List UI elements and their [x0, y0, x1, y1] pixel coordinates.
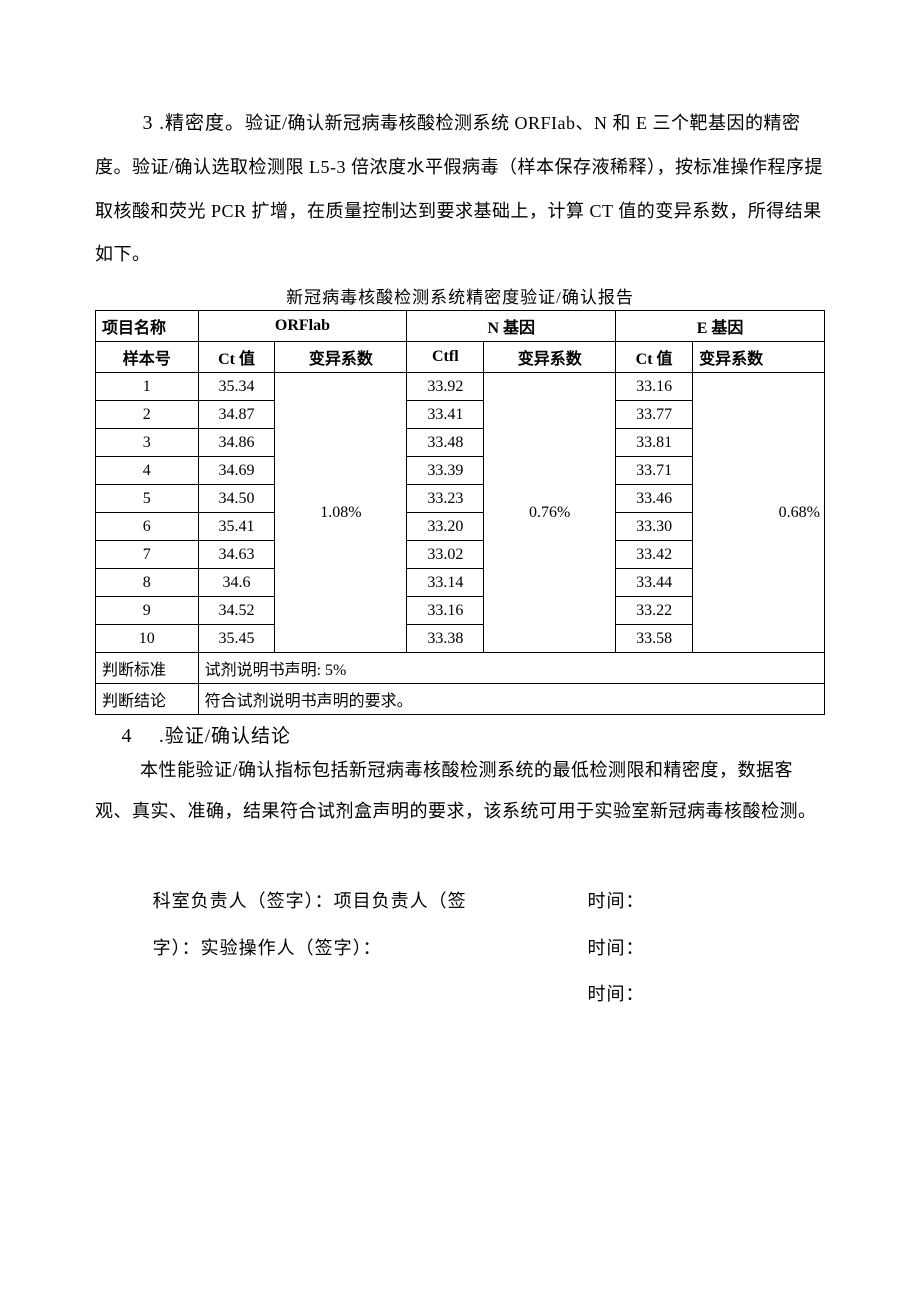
table-header-row-1: 项目名称 ORFlab N 基因 E 基因 [96, 311, 825, 342]
cell-sample-id: 2 [96, 401, 199, 429]
cell-orf-ct: 35.34 [198, 373, 275, 401]
cell-e-ct: 33.58 [616, 625, 693, 653]
section3-text-1: 验证/确认新冠病毒核酸检测系统 ORFIab、N 和 E 三个靶基因的精密度。验… [95, 113, 823, 264]
cell-n-ct: 33.48 [407, 429, 484, 457]
cell-n-ct: 33.39 [407, 457, 484, 485]
sign-time-1: 时间： [570, 878, 826, 925]
section3: 3 .精密度。验证/确认新冠病毒核酸检测系统 ORFIab、N 和 E 三个靶基… [95, 100, 825, 277]
cell-orf-ct: 35.41 [198, 513, 275, 541]
section4-title-text: .验证/确认结论 [159, 726, 291, 747]
cell-sample-id: 1 [96, 373, 199, 401]
cell-orf-ct: 34.69 [198, 457, 275, 485]
th-orf-ct: Ct 值 [198, 342, 275, 373]
cell-n-ct: 33.16 [407, 597, 484, 625]
cell-e-ct: 33.42 [616, 541, 693, 569]
cell-orf-ct: 34.63 [198, 541, 275, 569]
cell-n-ct: 33.92 [407, 373, 484, 401]
table-conclusion-row: 判断结论 符合试剂说明书声明的要求。 [96, 684, 825, 715]
conclusion-value: 符合试剂说明书声明的要求。 [198, 684, 824, 715]
cell-sample-id: 9 [96, 597, 199, 625]
cell-e-ct: 33.71 [616, 457, 693, 485]
criteria-label: 判断标准 [96, 653, 199, 684]
th-e-gene: E 基因 [616, 311, 825, 342]
section4-number: 4 [95, 725, 159, 748]
signature-block: 科室负责人（签字）：项目负责人（签 时间： 字）：实验操作人（签字）： 时间： … [95, 878, 825, 1018]
signature-row-3: 时间： [95, 971, 825, 1018]
table-criteria-row: 判断标准 试剂说明书声明: 5% [96, 653, 825, 684]
th-orf-cv: 变异系数 [275, 342, 407, 373]
precision-table: 项目名称 ORFlab N 基因 E 基因 样本号 Ct 值 变异系数 Ctfl… [95, 310, 825, 715]
section3-title: .精密度。 [159, 113, 245, 134]
cell-e-ct: 33.46 [616, 485, 693, 513]
signature-row-2: 字）：实验操作人（签字）： 时间： [95, 925, 825, 972]
table-row: 1 35.34 1.08% 33.92 0.76% 33.16 0.68% [96, 373, 825, 401]
cell-sample-id: 8 [96, 569, 199, 597]
sign-line2-left: 字）：实验操作人（签字）： [95, 925, 570, 972]
th-sample-no: 样本号 [96, 342, 199, 373]
th-n-cv: 变异系数 [484, 342, 616, 373]
sign-line1-left: 科室负责人（签字）：项目负责人（签 [95, 878, 570, 925]
sign-time-2: 时间： [570, 925, 826, 972]
cell-e-ct: 33.30 [616, 513, 693, 541]
cell-n-ct: 33.41 [407, 401, 484, 429]
signature-row-1: 科室负责人（签字）：项目负责人（签 时间： [95, 878, 825, 925]
cell-e-cv: 0.68% [693, 373, 825, 653]
sign-time-3: 时间： [570, 971, 826, 1018]
cell-n-ct: 33.02 [407, 541, 484, 569]
conclusion-label: 判断结论 [96, 684, 199, 715]
th-orflab: ORFlab [198, 311, 407, 342]
sign-line3-left [95, 971, 570, 1018]
cell-n-ct: 33.20 [407, 513, 484, 541]
cell-orf-ct: 34.52 [198, 597, 275, 625]
cell-e-ct: 33.81 [616, 429, 693, 457]
cell-e-ct: 33.22 [616, 597, 693, 625]
cell-orf-ct: 34.86 [198, 429, 275, 457]
table-title: 新冠病毒核酸检测系统精密度验证/确认报告 [95, 283, 825, 308]
cell-sample-id: 10 [96, 625, 199, 653]
th-n-gene: N 基因 [407, 311, 616, 342]
cell-sample-id: 4 [96, 457, 199, 485]
table-header-row-2: 样本号 Ct 值 变异系数 Ctfl 变异系数 Ct 值 变异系数 [96, 342, 825, 373]
cell-orf-ct: 34.6 [198, 569, 275, 597]
cell-n-ct: 33.14 [407, 569, 484, 597]
th-n-ct: Ctfl [407, 342, 484, 373]
cell-e-ct: 33.16 [616, 373, 693, 401]
th-e-cv: 变异系数 [693, 342, 825, 373]
cell-n-cv: 0.76% [484, 373, 616, 653]
th-project-name: 项目名称 [96, 311, 199, 342]
cell-n-ct: 33.38 [407, 625, 484, 653]
cell-orf-ct: 34.50 [198, 485, 275, 513]
section3-number: 3 [143, 112, 154, 134]
cell-sample-id: 7 [96, 541, 199, 569]
cell-e-ct: 33.77 [616, 401, 693, 429]
cell-sample-id: 3 [96, 429, 199, 457]
cell-e-ct: 33.44 [616, 569, 693, 597]
cell-orf-cv: 1.08% [275, 373, 407, 653]
cell-orf-ct: 34.87 [198, 401, 275, 429]
cell-n-ct: 33.23 [407, 485, 484, 513]
th-e-ct: Ct 值 [616, 342, 693, 373]
cell-sample-id: 5 [96, 485, 199, 513]
section4-paragraph: 本性能验证/确认指标包括新冠病毒核酸检测系统的最低检测限和精密度，数据客观、真实… [95, 750, 825, 833]
cell-orf-ct: 35.45 [198, 625, 275, 653]
cell-sample-id: 6 [96, 513, 199, 541]
criteria-value: 试剂说明书声明: 5% [198, 653, 824, 684]
section4-heading: 4.验证/确认结论 [95, 721, 825, 748]
